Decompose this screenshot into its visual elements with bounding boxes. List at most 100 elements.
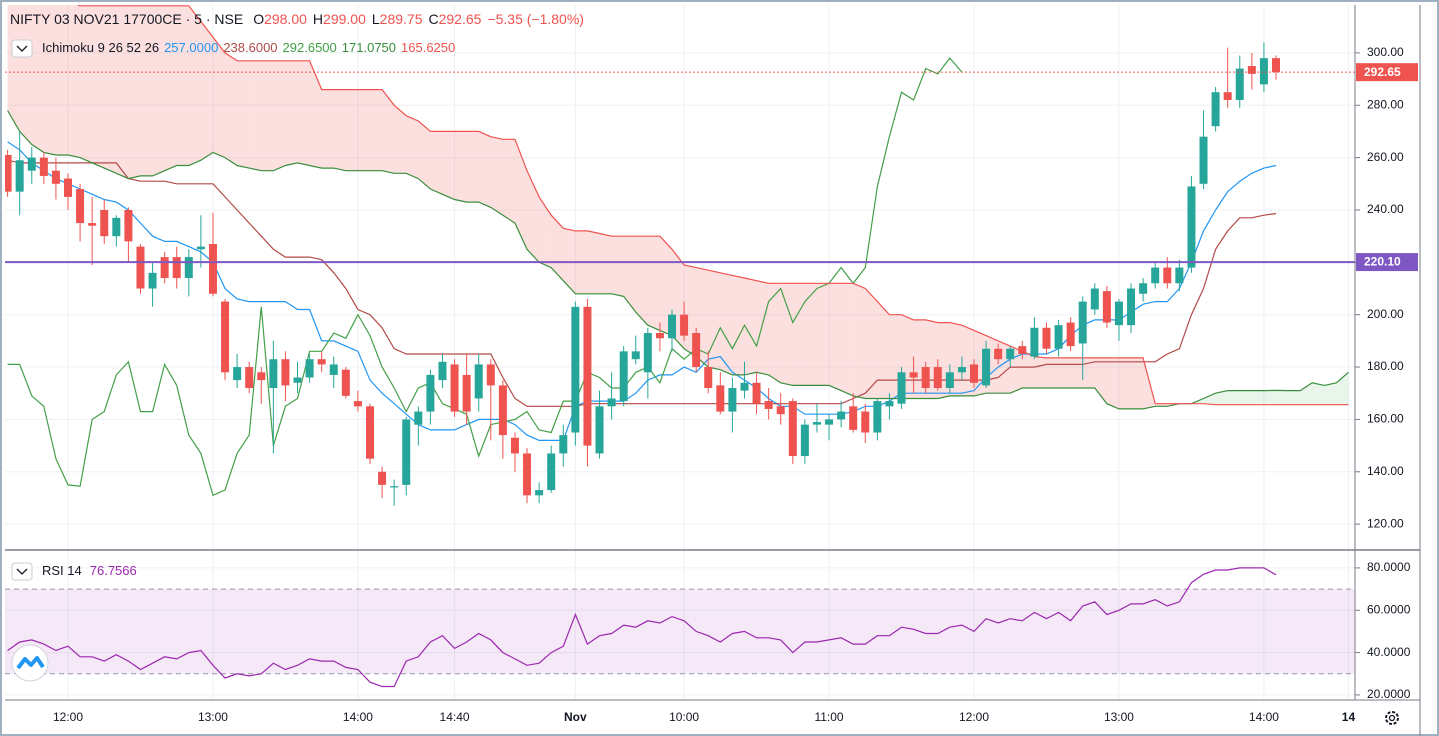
candle-body [1018,346,1027,354]
cloud-segment [829,283,842,391]
cloud-segment [357,89,370,171]
indicator-value: 238.6000 [223,40,277,55]
candle-body [752,382,761,404]
candle-body [933,367,942,388]
candle-body [329,364,338,375]
y-tick-label: 240.00 [1367,202,1404,216]
candle-body [221,301,230,373]
cloud-segment [466,131,479,203]
candle-body [812,422,821,425]
rsi-legend-toggle[interactable] [11,562,33,581]
candle-body [1235,68,1244,101]
cloud-segment [1106,357,1119,409]
candle-body [426,374,435,412]
candle-body [1247,65,1256,74]
candle-body [160,257,169,279]
indicator-title: Ichimoku 9 26 52 26 [42,40,159,55]
cloud-segment [1034,356,1047,388]
candle-body [1199,136,1208,184]
price-label: 292.65 [1364,65,1401,79]
candle-body [873,401,882,433]
cloud-segment [1131,357,1144,409]
cloud-segment [611,236,624,297]
cloud-segment [551,215,564,281]
candle-body [462,374,471,412]
ohlc-value: 292.65 [439,11,482,27]
candle-body [233,367,242,381]
cloud-segment [478,131,491,208]
candle-body [27,157,36,171]
cloud-segment [370,89,383,171]
cloud-segment [55,5,68,156]
y-tick-label: 60.0000 [1367,602,1411,616]
axes [5,5,1421,736]
ohlc-value: 298.00 [264,11,307,27]
candle-body [535,490,544,496]
cloud-segment [297,60,310,166]
y-tick-label: 40.0000 [1367,645,1411,659]
candle-body [921,367,930,388]
candle-body [788,401,797,457]
cloud-segment [1239,390,1252,405]
cloud-segment [7,5,20,132]
cloud-segment [1288,390,1301,405]
cloud-segment [853,283,866,399]
symbol: NIFTY 03 NOV21 17700CE · 5 · NSE [10,11,243,27]
y-tick-label: 280.00 [1367,97,1404,111]
candle-body [740,382,749,391]
candle-body [51,170,60,184]
cloud-segment [1094,357,1107,404]
rsi-value: 76.7566 [90,563,137,578]
cloud-segment [502,139,515,224]
candle-body [1187,186,1196,268]
cloud-segment [394,105,407,174]
ichimoku-line [7,110,1349,410]
x-tick-label: 11:00 [814,710,843,724]
indicator-value: 171.0750 [342,40,396,55]
cloud-segment [732,275,745,375]
candle-body [631,351,640,360]
cloud-segment [647,236,660,331]
cloud-segment [382,89,395,174]
x-tick-label: 12:00 [959,710,989,724]
change: −5.35 (−1.80%) [487,11,584,27]
cloud-segment [1155,403,1168,407]
ichimoku-line [7,57,963,497]
candle-body [341,369,350,396]
cloud-segment [1203,393,1216,405]
cloud-segment [539,196,552,268]
x-tick-label: 14 [1342,710,1356,724]
candle-body [269,359,278,388]
candle-body [897,372,906,404]
candle-body [716,385,725,412]
cloud-segment [841,283,854,396]
cloud-segment [1300,382,1313,405]
legend-toggle[interactable] [11,39,33,58]
logo[interactable] [11,644,49,682]
candle-body [124,209,133,242]
candle-body [1054,325,1063,349]
y-tick-label: 260.00 [1367,150,1404,164]
cloud-segment [225,52,238,166]
candle-body [136,246,145,289]
cloud-segment [780,283,793,386]
rsi-legend: RSI 14 76.7566 [42,563,137,578]
cloud-segment [116,5,129,179]
cloud-segment [708,270,721,370]
cloud-segment [1263,390,1276,405]
cloud-segment [80,5,93,163]
candle-body [305,359,314,378]
settings-gear[interactable] [1385,711,1399,725]
cloud-segment [188,5,201,166]
candle-body [100,209,109,237]
cloud-segment [309,60,322,169]
cloud-segment [333,89,346,171]
cloud-segment [816,283,830,386]
cloud-segment [176,5,189,166]
candle-body [1139,283,1148,294]
cloud-segment [31,5,44,153]
candle-body [982,348,991,386]
candle-body [1272,58,1280,73]
price-label: 220.10 [1364,255,1401,269]
